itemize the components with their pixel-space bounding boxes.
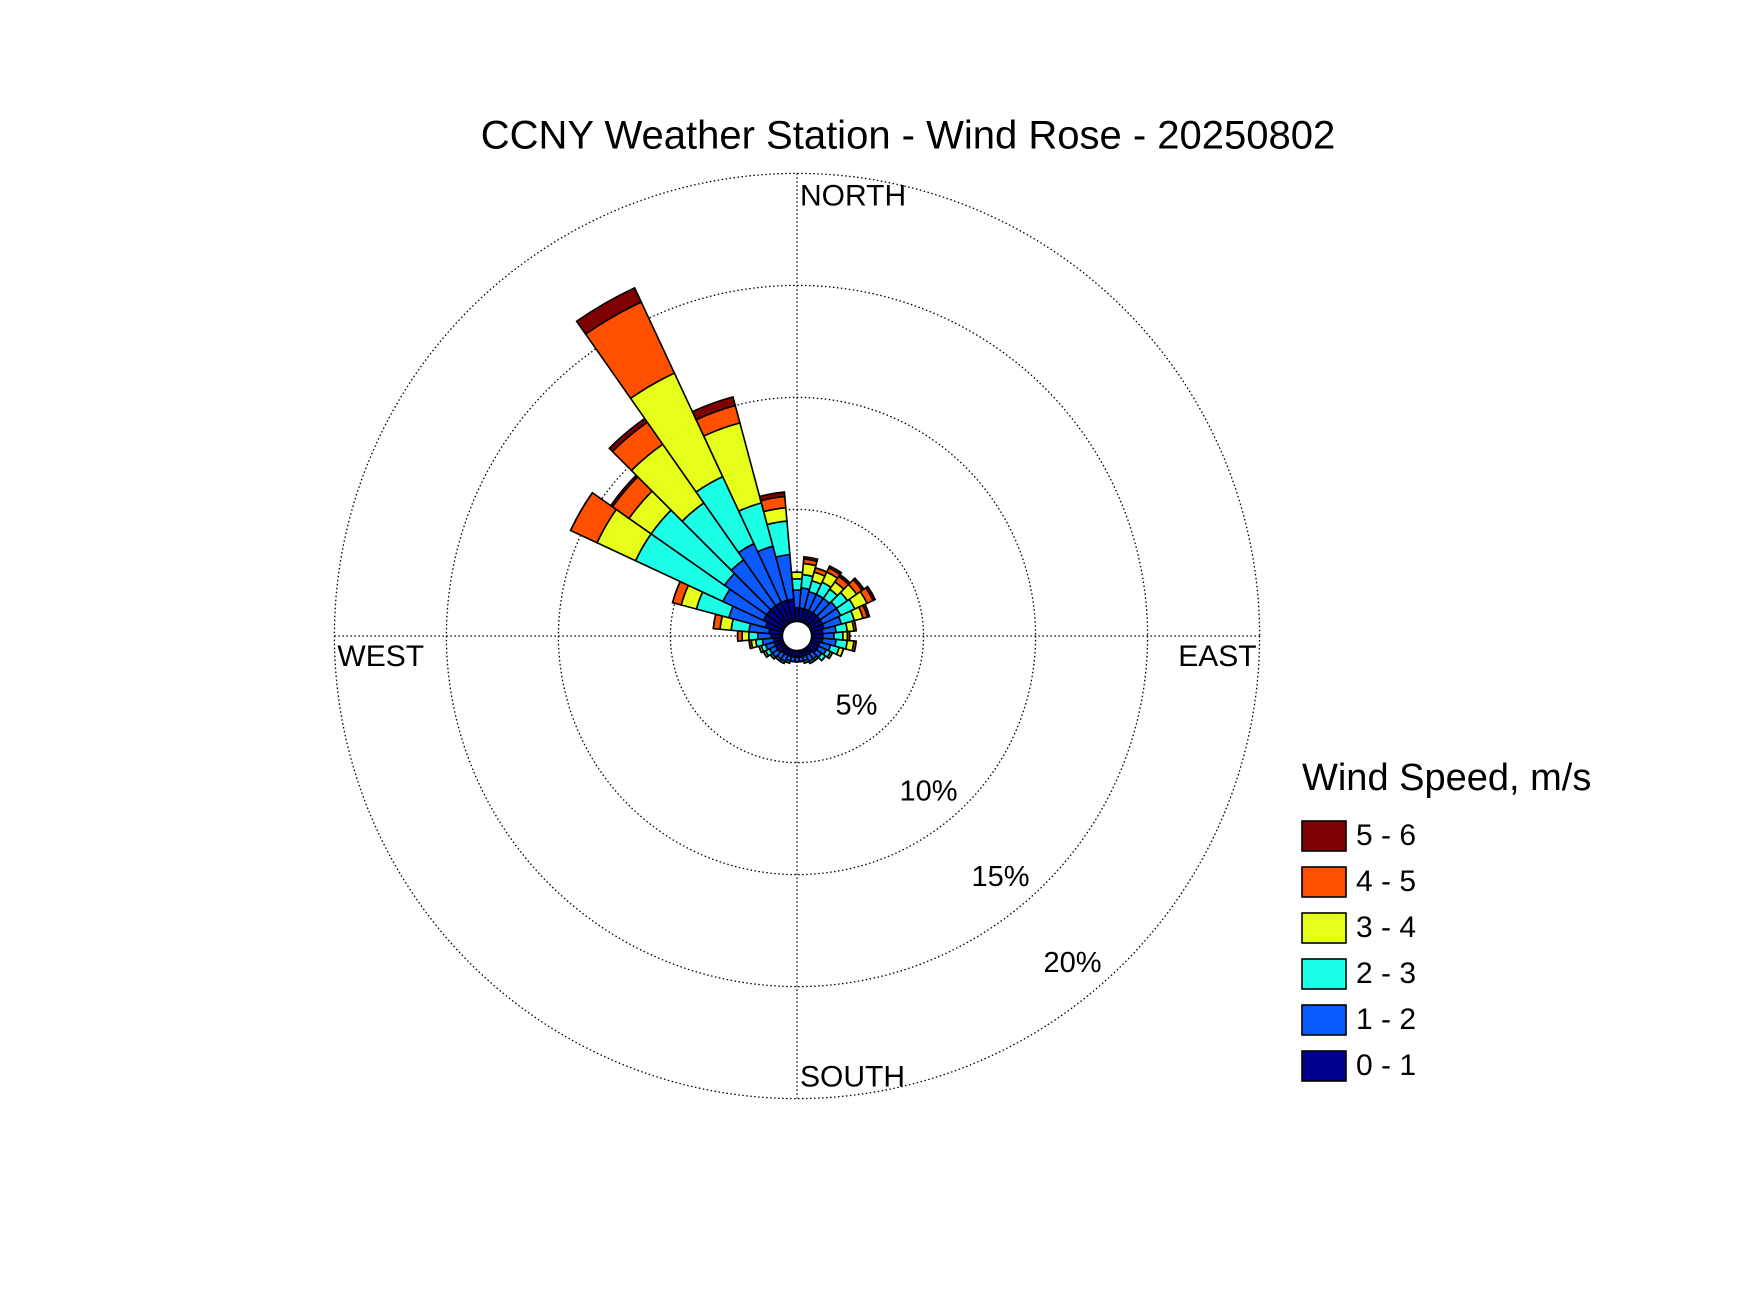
wedges — [569, 286, 877, 665]
compass-label: SOUTH — [800, 1061, 905, 1094]
wedge — [809, 660, 815, 665]
axis-labels: 5% 10% 15% 20% NORTH EAST SOUTH WEST — [337, 179, 1256, 1093]
r-tick-label: 20% — [1043, 947, 1101, 979]
legend-swatch — [1301, 958, 1347, 990]
wedge — [691, 395, 737, 421]
wedge — [828, 652, 834, 659]
wedge — [741, 630, 750, 642]
r-tick-label: 10% — [899, 775, 957, 807]
legend-label: 1 - 2 — [1356, 1003, 1416, 1036]
legend-label: 4 - 5 — [1356, 865, 1416, 898]
r-tick-label: 5% — [836, 690, 878, 722]
wedge — [861, 603, 871, 619]
legend: Wind Speed, m/s 0 - 1 1 - 2 2 - 3 3 - 4 4 - … — [1301, 757, 1591, 1082]
polar-grid — [333, 172, 1261, 1100]
wedge — [802, 555, 819, 563]
center-hole — [781, 620, 813, 652]
compass-label: WEST — [337, 640, 424, 673]
legend-swatch — [1301, 912, 1347, 944]
compass-label: EAST — [1178, 640, 1256, 673]
legend-swatch — [1301, 866, 1347, 898]
wedge — [569, 492, 594, 531]
compass-label: NORTH — [800, 179, 906, 212]
chart-title: CCNY Weather Station - Wind Rose - 20250… — [481, 114, 1336, 158]
wedge — [575, 286, 643, 336]
legend-label: 5 - 6 — [1356, 819, 1416, 852]
wedge — [821, 655, 827, 662]
legend-title: Wind Speed, m/s — [1302, 757, 1591, 799]
wedge — [758, 491, 786, 502]
legend-swatch — [1301, 1004, 1347, 1036]
legend-label: 3 - 4 — [1356, 911, 1416, 944]
r-tick-label: 15% — [971, 861, 1029, 893]
wedge — [827, 564, 843, 576]
wedge — [864, 585, 877, 602]
legend-label: 0 - 1 — [1356, 1049, 1416, 1082]
wedge — [790, 571, 804, 580]
legend-swatch — [1301, 820, 1347, 852]
legend-label: 2 - 3 — [1356, 957, 1416, 990]
wedge — [839, 648, 845, 657]
legend-swatch — [1301, 1050, 1347, 1082]
